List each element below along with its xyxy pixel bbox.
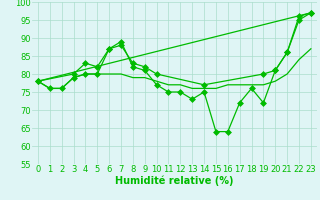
X-axis label: Humidité relative (%): Humidité relative (%) [115,176,234,186]
